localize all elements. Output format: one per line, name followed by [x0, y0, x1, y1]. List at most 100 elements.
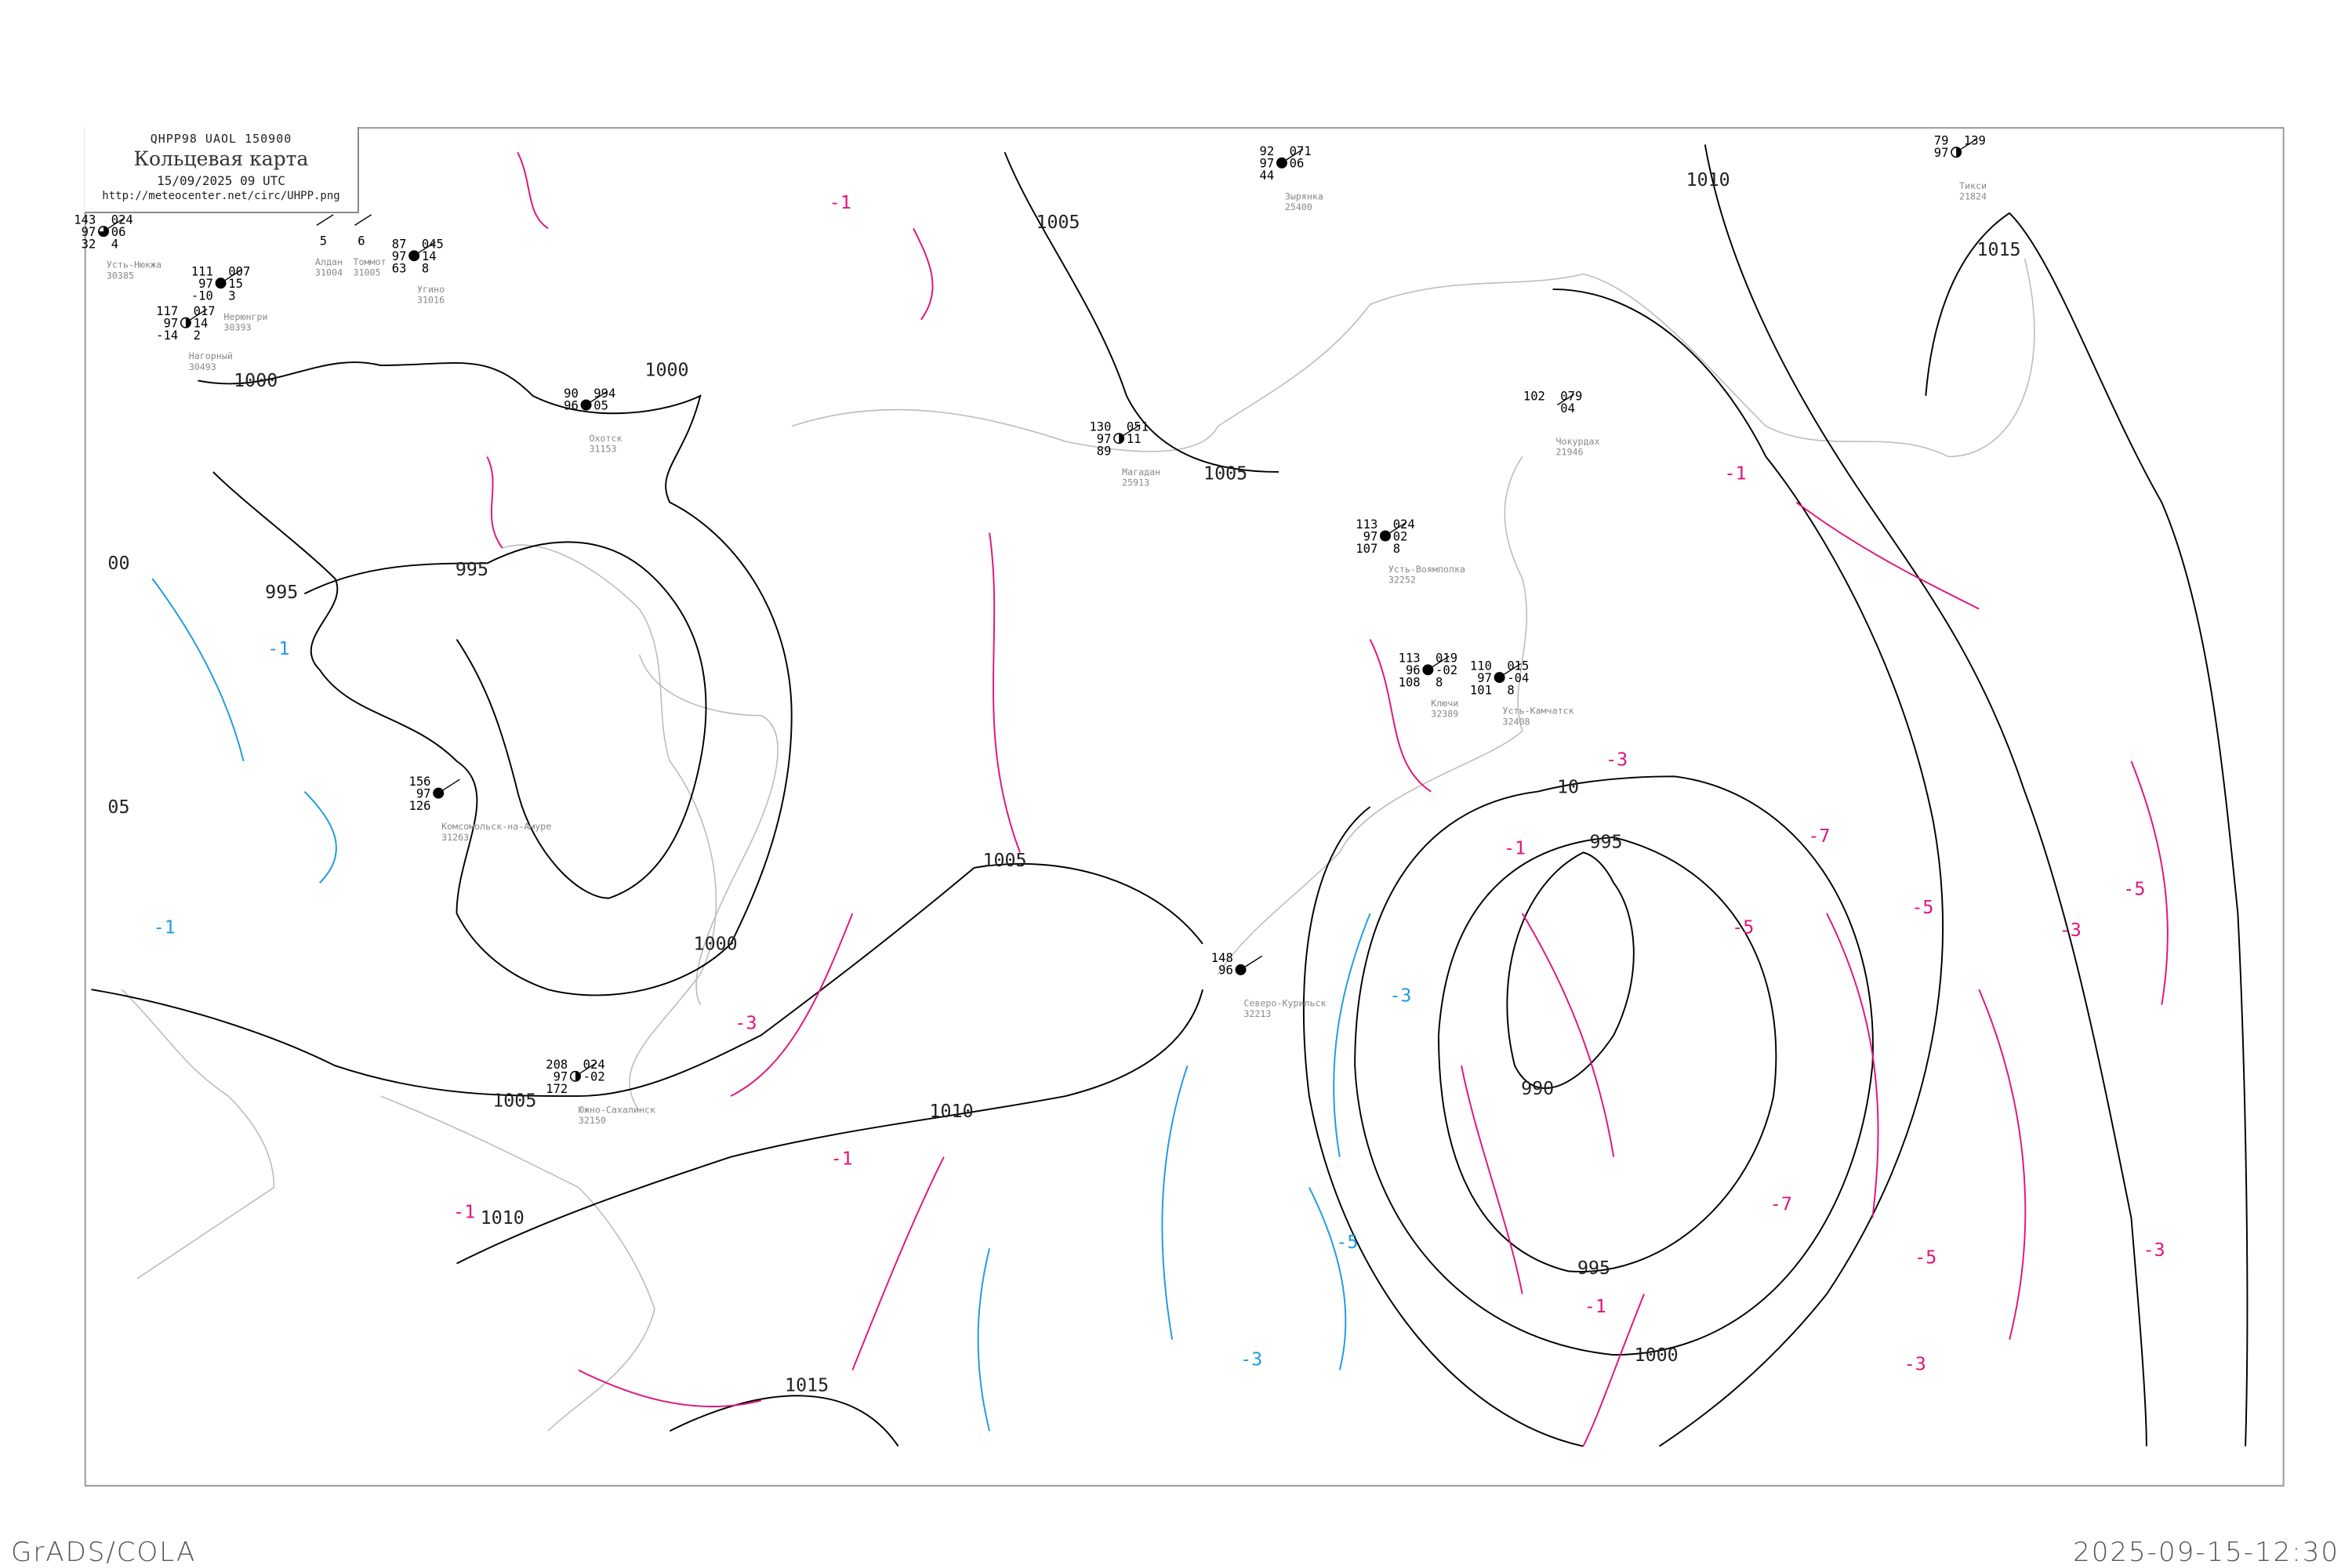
station-name: Охотск [589, 433, 622, 444]
wind-barb-icon [1504, 663, 1522, 675]
map-title: Кольцевая карта [133, 147, 309, 170]
footer-timestamp: 2025-09-15-12:30 [2073, 1537, 2339, 1568]
station-value-mr: 06 [1290, 157, 1305, 171]
station-value-br: 8 [1393, 542, 1400, 556]
isobar-label: 1015 [785, 1375, 829, 1396]
station-value-mr: -04 [1507, 671, 1529, 685]
station-value-tr: 019 [1436, 652, 1457, 666]
pressure-rise-label: -3 [1389, 985, 1411, 1007]
station-index: 32252 [1388, 575, 1416, 586]
station-name: Магадан [1122, 466, 1160, 477]
isobars [91, 144, 2249, 1447]
coastlines [121, 258, 2035, 1432]
station-value-tr: 007 [228, 264, 250, 278]
station-value-ml: 96 [1406, 663, 1421, 677]
pressure-fall-label: -3 [2060, 920, 2082, 941]
station-index: 30385 [107, 270, 134, 281]
station-value-tl: 143 [74, 212, 96, 227]
station-name: Северо-Курильск [1243, 997, 1326, 1008]
station-index: 32213 [1243, 1008, 1271, 1019]
cloud-cover-icon [1235, 964, 1247, 975]
map-url: http://meteocenter.net/circ/UHPP.png [102, 190, 340, 202]
isobar-label: 995 [456, 559, 488, 580]
station-value-ml: 96 [1218, 964, 1233, 978]
station-value-br: 8 [1436, 676, 1443, 690]
wind-barb-icon [442, 779, 460, 791]
station-name: Южно-Сахалинск [579, 1104, 655, 1115]
wind-barb-icon [1286, 148, 1304, 161]
station-value-tl: 208 [546, 1058, 568, 1072]
station-value-bl: -14 [156, 328, 178, 343]
station-name: Чокурдах [1555, 436, 1599, 447]
pressure-rise-label: -1 [154, 916, 176, 938]
station-value-ml: 97 [1363, 529, 1378, 543]
cloud-cover-icon [580, 399, 592, 411]
pressure-tendency-lines [151, 151, 2169, 1447]
station-value-mr: 04 [1560, 401, 1575, 416]
station-value-tl: 130 [1089, 420, 1111, 434]
isobar-label: 1000 [694, 934, 738, 955]
wind-barb-icon [225, 269, 243, 281]
station-value-br: 2 [194, 328, 201, 343]
station-value-br: 4 [111, 238, 118, 252]
isobar-label: 1005 [982, 850, 1026, 871]
wind-barb-icon [579, 1062, 597, 1074]
station-value-tl: 113 [1356, 517, 1377, 532]
station-name: Алдан [315, 256, 343, 267]
station-value-tl: 90 [564, 387, 579, 401]
station-value-bl: 172 [546, 1082, 568, 1096]
wind-barb-icon [418, 241, 436, 253]
station-value-tl: 156 [408, 775, 430, 789]
pressure-fall-label: -5 [1732, 916, 1754, 938]
isobar-label: 00 [107, 553, 129, 574]
station-value-ml: 97 [554, 1070, 568, 1084]
station-index: 31153 [589, 444, 616, 455]
station-name: Комсомольск-на-Амуре [441, 821, 551, 832]
station-value-tl: 148 [1211, 951, 1233, 965]
station-value-bl: 32 [82, 238, 96, 252]
station-value-ml: 97 [1477, 671, 1492, 685]
wind-barb-icon [1244, 955, 1263, 967]
station-value-tl: 117 [156, 304, 178, 318]
pressure-fall-label: -1 [831, 1148, 853, 1169]
station-value-ml: 97 [392, 249, 407, 263]
station-index: 31263 [441, 832, 469, 843]
tendency-labels: -1 -1 -1 -3 -3 -5 -5 -7 -7 -5 -3 -3 -1 -1 -1 -3 -5 -1 -3 -5… [154, 192, 2165, 1375]
station-name: Ключи [1431, 698, 1458, 709]
station-value-mr: 14 [194, 316, 209, 330]
station-value-tr: 017 [194, 304, 216, 318]
station-value-tl: 87 [392, 238, 407, 252]
isobar-label: 05 [107, 797, 129, 818]
station-value-tl: 111 [191, 264, 213, 278]
station-value-bl: 108 [1399, 676, 1421, 690]
isobar-label: 1000 [1635, 1345, 1679, 1366]
station-index: 21824 [1959, 191, 1987, 201]
station-value-bl: 89 [1097, 445, 1112, 459]
station-value-mr: 14 [422, 249, 437, 263]
station-value-tr: 024 [583, 1058, 605, 1072]
isobar-label: 1010 [1686, 169, 1730, 191]
station-value-ml: 96 [564, 398, 579, 412]
map-date: 15/09/2025 09 UTC [157, 173, 285, 188]
footer-software: GrADS/COLA [11, 1537, 197, 1568]
station-value-mr: -02 [1436, 663, 1457, 677]
isobar-label: 1005 [1203, 463, 1247, 485]
bulletin-code: QHPP98 UAOL 150900 [150, 132, 292, 146]
station-value-tr: 015 [1507, 659, 1529, 673]
station-value-tr: 071 [1290, 144, 1312, 158]
station-name: Нерюнгри [223, 311, 267, 322]
station-value-br: 5 [320, 234, 327, 249]
station-name: Зырянка [1285, 191, 1323, 201]
pressure-fall-label: -5 [1911, 897, 1933, 918]
station-value-bl: 107 [1356, 542, 1377, 556]
station-value-mr: 11 [1127, 432, 1142, 446]
station-value-br: 8 [1507, 683, 1514, 697]
station-index: 32389 [1431, 709, 1458, 720]
